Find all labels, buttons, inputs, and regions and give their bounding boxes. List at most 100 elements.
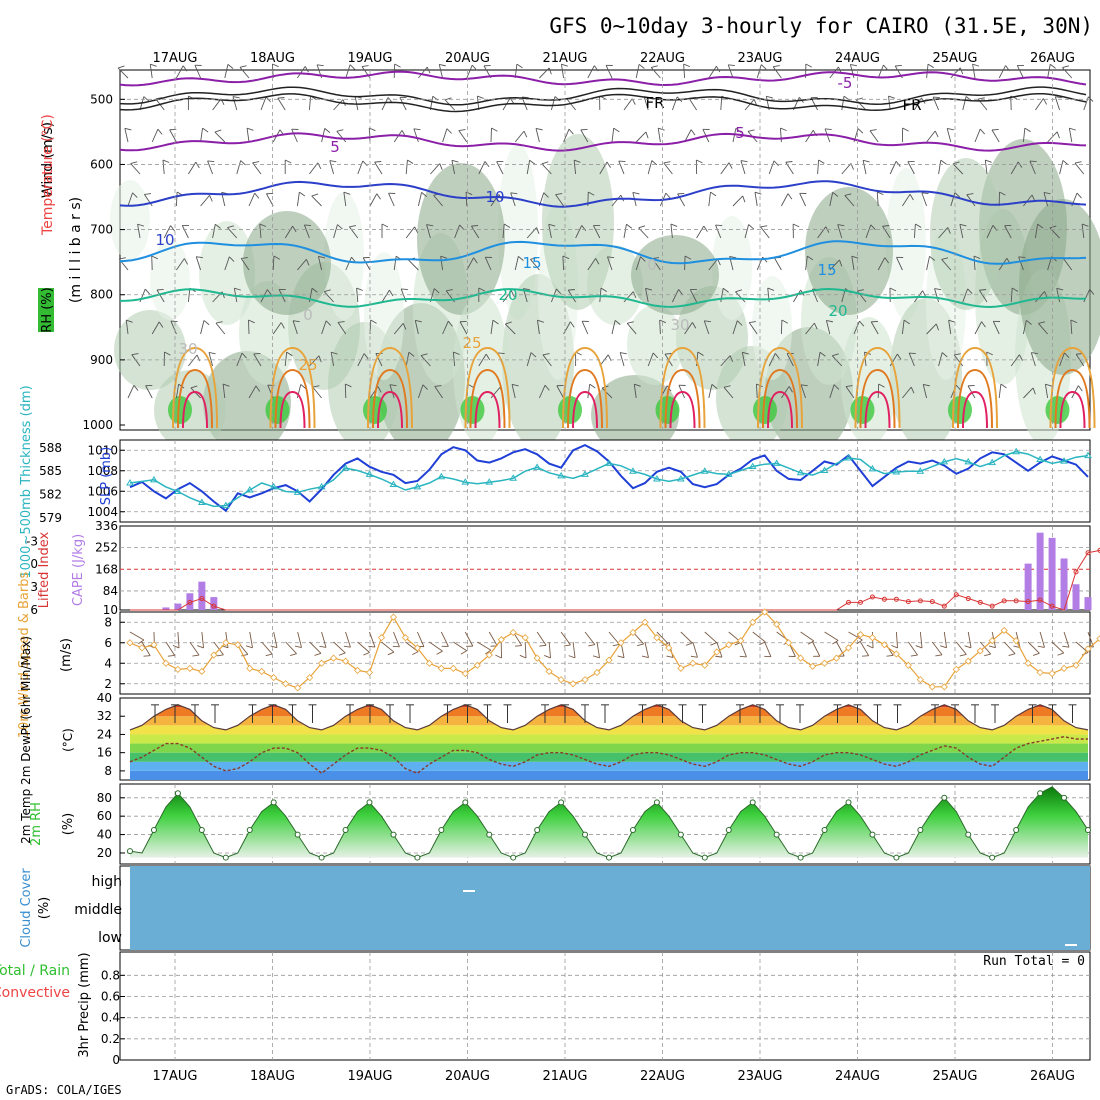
lifted-index-point (869, 594, 875, 600)
wind-speed-point (1084, 645, 1092, 653)
cloud-unit: (%) (37, 897, 52, 920)
wind-barb-shaft (896, 257, 903, 271)
isotherm-line (119, 86, 1087, 106)
wind-barb-shaft (848, 631, 863, 641)
thickness-point (365, 470, 374, 477)
top-date-label: 21AUG (542, 51, 587, 66)
wind-barb-shaft (381, 289, 390, 303)
wind-barb-flag (329, 160, 337, 163)
wind-barb-shaft (548, 641, 551, 658)
wind-speed-point (126, 639, 134, 647)
wind-speed-point (557, 676, 565, 684)
wind-barb-flag (570, 321, 575, 328)
boundary-isotherm (274, 368, 311, 429)
wind-barb-shaft (272, 322, 282, 335)
wind-barb-flag (638, 63, 645, 69)
wind-barb-shaft (907, 161, 915, 175)
isotherm-line (119, 70, 1087, 87)
wind-barb-shaft (393, 631, 400, 648)
rh-point (534, 826, 541, 833)
wind-barb-flag (562, 255, 570, 260)
cape-bar (210, 597, 218, 610)
wind-barb-flag (459, 321, 467, 323)
wind-barb-10m (357, 641, 370, 656)
wind-barb-shaft (599, 161, 608, 175)
wind-barb-flag (337, 224, 343, 230)
wind-barb-flag (781, 319, 788, 324)
wind-barb (865, 224, 876, 239)
wind-barb-flag (933, 96, 940, 98)
wind-barb (496, 161, 504, 175)
temp-unit: (°C) (61, 728, 75, 752)
wind-barb-shaft (611, 194, 622, 207)
wind-barb-shaft (998, 384, 1002, 399)
wind-barb-flag (888, 95, 895, 99)
precip-ylabel-total: Total / Rain (0, 963, 70, 979)
thickness-point (245, 486, 254, 493)
wind-barb (502, 290, 515, 303)
rh-point (1085, 826, 1091, 833)
wind-barb (465, 191, 473, 207)
wind-barb-flag (389, 289, 394, 297)
wind-barb-shaft (948, 320, 952, 335)
wind-barb-flag (959, 223, 967, 227)
wind-speed-point (689, 659, 697, 667)
wind-barb-flag (967, 385, 975, 387)
wind-barb-shaft (921, 192, 928, 207)
wind-barb-10m (477, 641, 492, 655)
wind-barb-flag (216, 654, 224, 657)
wind-barb-flag (1037, 223, 1044, 229)
rh-point (1013, 826, 1020, 833)
rh-point (845, 799, 852, 806)
wind-barb-shaft (572, 641, 576, 658)
wind-barb-shaft (663, 162, 673, 175)
wind-barb-shaft (926, 130, 936, 143)
wind-barb (1022, 127, 1031, 143)
wind-barb (633, 383, 641, 399)
wind-barb-shaft (774, 257, 782, 271)
wind-barb-flag (617, 655, 625, 659)
wind-barb-shaft (877, 257, 886, 271)
wind-barb-flag (536, 227, 540, 235)
rh-shade (886, 168, 926, 320)
wind-barb-10m (429, 641, 443, 655)
wind-barb-flag (568, 289, 575, 291)
top-date-label: 19AUG (347, 51, 392, 66)
wind-barb-flag (485, 256, 493, 258)
wind-barb-shaft (764, 641, 772, 657)
wind-barb (560, 63, 568, 79)
wind-barb-flag (861, 655, 869, 657)
wind-barb-shaft (992, 321, 1000, 335)
wind-barb-flag (440, 255, 448, 259)
wind-barb-shaft (950, 192, 956, 207)
wind-barb-shaft (291, 129, 298, 143)
wind-barb (312, 385, 322, 399)
wind-barb-flag (248, 319, 255, 324)
wind-barb-shaft (273, 631, 278, 648)
wind-barb-10m (453, 641, 467, 655)
wind-barb-shaft (165, 641, 176, 656)
thickness-point (269, 482, 278, 490)
wind-barb (356, 287, 363, 303)
wind-barb-flag (1076, 192, 1082, 199)
wind-barb-shaft (484, 257, 492, 271)
wind-speed-point (318, 659, 326, 667)
wind-barb (732, 320, 743, 335)
wind-speed-point (1036, 668, 1044, 677)
wind-barb-flag (291, 128, 299, 130)
wind-barb-flag (723, 385, 731, 388)
wind-barb (781, 193, 793, 207)
wind-barb-flag (229, 256, 235, 262)
wind-barb-shaft (877, 64, 884, 79)
rh-tick: 60 (97, 809, 112, 823)
wind-barb (974, 128, 986, 143)
wind-barb-flag (1008, 653, 1016, 657)
wind-barb (715, 224, 723, 239)
wind-barb-shaft (919, 631, 923, 648)
wind-barb (567, 289, 576, 303)
thickness-point (1060, 457, 1068, 464)
wind-barb (284, 159, 292, 174)
wind-barb (1074, 161, 1085, 175)
wind-barb-shaft (541, 163, 552, 175)
wind-barb-flag (651, 160, 658, 166)
